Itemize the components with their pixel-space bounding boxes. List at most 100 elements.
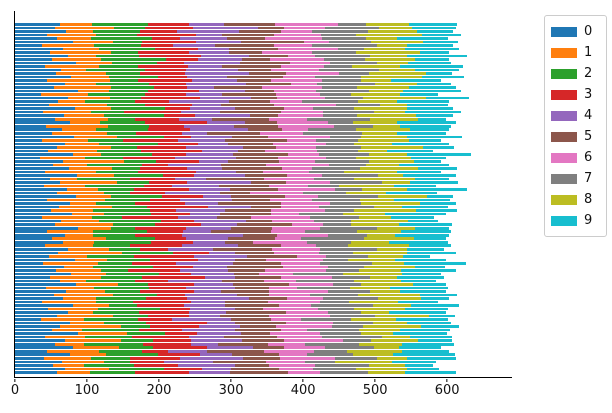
bar-segment-3: [138, 65, 188, 68]
bar-segment-0: [15, 262, 44, 265]
bar-row: [15, 342, 512, 346]
bar-segment-3: [138, 311, 190, 314]
bar-segment-8: [354, 307, 406, 311]
bar-segment-5: [228, 160, 280, 163]
bar-segment-9: [394, 258, 446, 262]
bar-segment-9: [425, 96, 469, 100]
bar-segment-2: [92, 23, 149, 26]
bar-segment-6: [274, 33, 322, 37]
bar-segment-6: [297, 255, 327, 258]
bar-segment-1: [64, 339, 121, 342]
bar-segment-5: [223, 335, 278, 339]
bar-segment-1: [46, 33, 97, 37]
bar-row: [15, 356, 512, 360]
bar-segment-0: [15, 325, 61, 328]
bar-segment-9: [405, 371, 456, 374]
bar-segment-6: [274, 251, 319, 255]
bar-segment-9: [405, 307, 448, 311]
bar-segment-7: [325, 26, 379, 30]
bar-segment-6: [262, 170, 309, 174]
bar-segment-6: [269, 184, 309, 188]
bar-row: [15, 349, 512, 353]
bar-segment-1: [63, 265, 93, 269]
bar-segment-0: [15, 233, 66, 237]
bar-segment-6: [264, 149, 317, 153]
bar-segment-0: [15, 356, 44, 360]
bar-segment-0: [15, 272, 72, 276]
bar-segment-9: [401, 342, 454, 346]
bar-segment-9: [385, 191, 437, 195]
bar-segment-2: [112, 314, 149, 318]
bar-segment-6: [262, 307, 319, 311]
bar-segment-2: [86, 68, 145, 72]
bar-segment-7: [300, 318, 351, 321]
bar-segment-3: [135, 279, 169, 283]
bar-segment-6: [272, 226, 320, 230]
bar-segment-6: [267, 342, 305, 346]
bar-segment-6: [266, 163, 329, 167]
bar-segment-9: [401, 272, 441, 276]
bar-segment-7: [323, 110, 374, 114]
bar-segment-6: [280, 244, 317, 248]
bar-segment-3: [129, 244, 183, 248]
bar-segment-3: [140, 167, 188, 170]
bar-segment-4: [206, 346, 254, 350]
bar-segment-0: [15, 121, 71, 125]
bar-segment-9: [396, 131, 447, 135]
bar-segment-8: [377, 61, 409, 65]
bar-segment-6: [268, 364, 315, 367]
bar-segment-4: [194, 290, 221, 293]
bar-segment-5: [239, 61, 291, 65]
bar-segment-7: [343, 339, 371, 342]
bar-segment-7: [329, 202, 362, 205]
bar-row: [15, 121, 512, 125]
bar-row: [15, 230, 512, 234]
plot-area: 0 100 200 300 400 500 600: [11, 11, 512, 397]
bar-row: [15, 153, 512, 156]
bar-segment-3: [140, 248, 168, 251]
bar-row: [15, 40, 512, 44]
bar-segment-8: [370, 276, 397, 279]
bar-segment-5: [218, 184, 270, 188]
bar-segment-7: [319, 226, 378, 230]
bar-segment-9: [414, 226, 450, 230]
bar-segment-7: [329, 40, 372, 44]
bar-segment-9: [393, 353, 455, 357]
bar-segment-5: [222, 279, 265, 283]
bar-segment-0: [15, 349, 48, 353]
bar-segment-4: [206, 321, 235, 325]
legend: 0 1 2 3 4 5 6 7 8 9: [544, 15, 607, 237]
bar-segment-9: [405, 110, 461, 114]
bar-segment-5: [238, 68, 271, 72]
bar-segment-5: [220, 110, 282, 114]
bar-row: [15, 96, 512, 100]
bar-segment-3: [164, 107, 190, 110]
bar-segment-0: [15, 131, 52, 135]
bar-segment-4: [200, 54, 250, 58]
bar-segment-1: [71, 75, 110, 79]
bar-segment-9: [385, 212, 447, 216]
bar-segment-5: [231, 198, 270, 202]
bar-segment-5: [235, 258, 267, 262]
legend-item-9: 9: [551, 210, 600, 231]
bar-segment-3: [148, 283, 194, 286]
bar-segment-1: [57, 314, 113, 318]
bar-segment-6: [269, 100, 302, 103]
bar-segment-3: [135, 226, 187, 230]
bar-segment-3: [142, 349, 169, 353]
bar-segment-8: [351, 93, 401, 96]
bar-segment-2: [76, 177, 131, 181]
bar-segment-7: [318, 205, 375, 209]
bar-segment-8: [369, 160, 414, 163]
bar-segment-9: [413, 237, 447, 241]
bar-segment-7: [318, 307, 355, 311]
bar-segment-3: [123, 156, 175, 160]
legend-label: 7: [584, 171, 593, 186]
bar-segment-8: [355, 367, 408, 371]
bar-segment-9: [407, 103, 448, 107]
bar-segment-0: [15, 47, 63, 51]
bar-segment-0: [15, 353, 71, 357]
bar-segment-7: [300, 237, 364, 241]
bar-segment-8: [374, 205, 403, 209]
bar-segment-2: [116, 135, 165, 139]
